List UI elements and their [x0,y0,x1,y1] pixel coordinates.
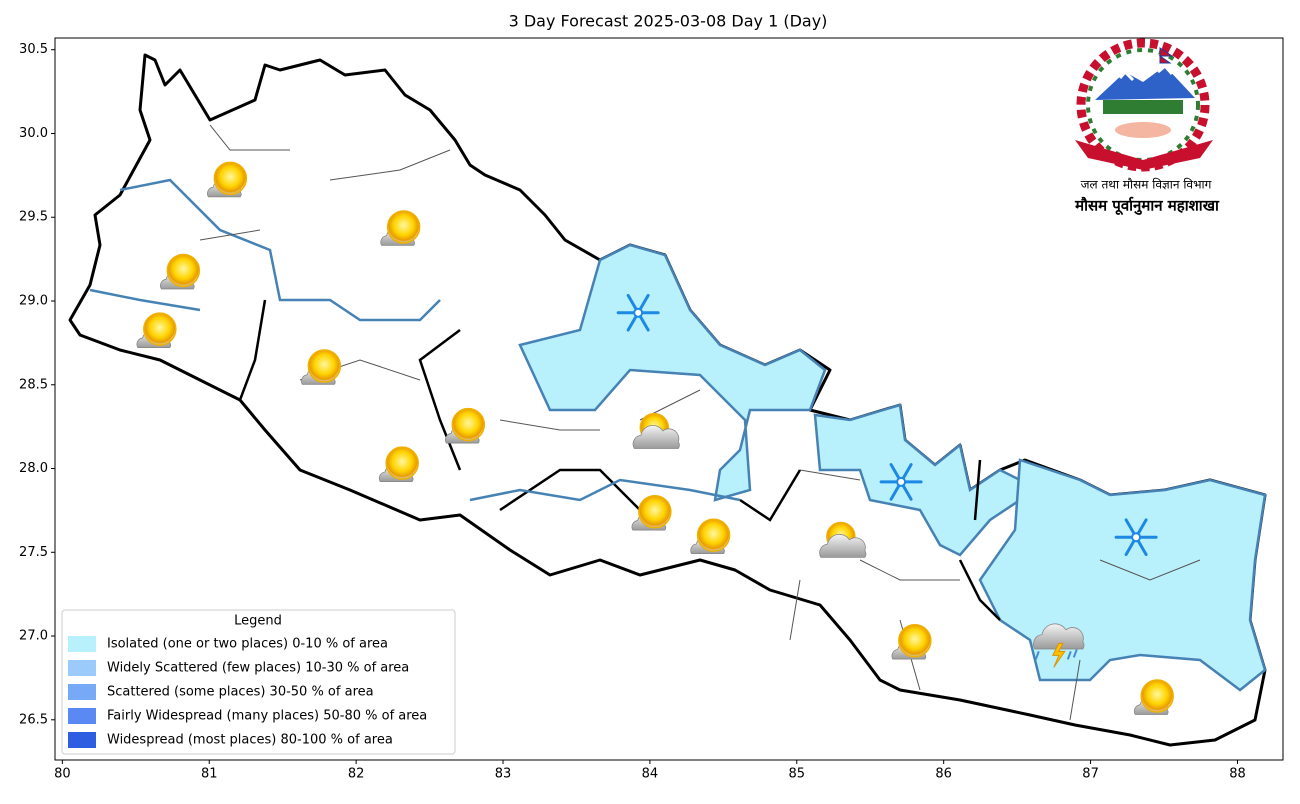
y-tick-label: 30.0 [19,126,48,141]
x-tick-label: 87 [1082,767,1099,782]
weather-icon [616,293,660,332]
x-tick-label: 84 [642,767,659,782]
legend: Legend Isolated (one or two places) 0-10… [61,609,456,755]
y-tick-label: 28.5 [19,377,48,392]
y-tick-label: 28.0 [19,461,48,476]
legend-label: Fairly Widespread (many places) 50-80 % … [107,709,427,724]
y-tick-label: 26.5 [19,712,48,727]
snowflake [896,476,907,487]
sun [451,407,486,442]
weather-icon [380,210,421,246]
weather-icon [879,463,923,501]
y-tick-label: 27.0 [19,629,48,644]
x-tick-label: 85 [789,767,806,782]
snowflake [1131,532,1142,543]
region [518,243,827,502]
legend-label: Widely Scattered (few places) 10-30 % of… [107,661,409,676]
plot-frame [54,37,1284,761]
weather-icon [819,521,867,558]
weather-icon [632,412,680,449]
x-tick-label: 80 [54,767,71,782]
weather-icon [378,446,419,482]
cloud [1033,623,1085,650]
x-tick-label: 81 [201,767,218,782]
chart-title: 3 Day Forecast 2025-03-08 Day 1 (Day) [509,12,828,31]
sun [166,253,201,288]
weather-icon [631,494,672,531]
rain [1034,649,1078,660]
sun [213,161,248,196]
weather-icon [160,253,201,290]
legend-swatch [68,636,96,652]
legend-swatch [68,708,96,724]
province-border [238,299,1001,621]
sun [386,210,421,244]
legend-swatch [68,660,96,676]
map [68,53,1267,747]
weather-icon [1133,679,1174,715]
cloud [819,533,867,558]
sun [898,623,932,658]
logo: जल तथा मौसम विज्ञान विभाग मौसम पूर्वानुम… [1074,38,1220,216]
legend-swatch [68,684,96,700]
sun [385,446,419,480]
weather-icon [136,312,177,348]
x-tick-label: 83 [495,767,512,782]
y-tick-label: 27.5 [19,545,48,560]
sun [307,349,342,383]
weather-icon [207,161,248,198]
x-tick-label: 82 [348,767,365,782]
weather-icon [690,518,731,555]
legend-box [61,609,456,755]
weather-icon [445,407,486,444]
sun [1140,679,1174,713]
legend-title: Legend [234,614,282,629]
logo-text: जल तथा मौसम विज्ञान विभाग [1081,178,1212,192]
legend-label: Isolated (one or two places) 0-10 % of a… [107,637,388,652]
x-tick-label: 86 [935,767,952,782]
cloud [632,425,680,449]
weather-icon [1114,518,1158,557]
weather-icon [301,349,342,385]
weather-icon [891,623,932,660]
sun [696,518,731,552]
snowflake [633,307,644,318]
sun [143,312,177,346]
legend-label: Scattered (some places) 30-50 % of area [107,685,374,700]
x-tick-label: 88 [1229,767,1246,782]
logo-text: मौसम पूर्वानुमान महाशाखा [1074,197,1220,216]
river [89,178,741,502]
legend-swatch [68,732,96,748]
bolt [1051,642,1066,668]
y-tick-label: 29.5 [19,210,48,225]
y-tick-label: 29.0 [19,294,48,309]
legend-label: Widespread (most places) 80-100 % of are… [107,733,393,748]
weather-icon [1033,623,1085,668]
y-tick-label: 30.5 [19,42,48,57]
sun [638,494,672,529]
